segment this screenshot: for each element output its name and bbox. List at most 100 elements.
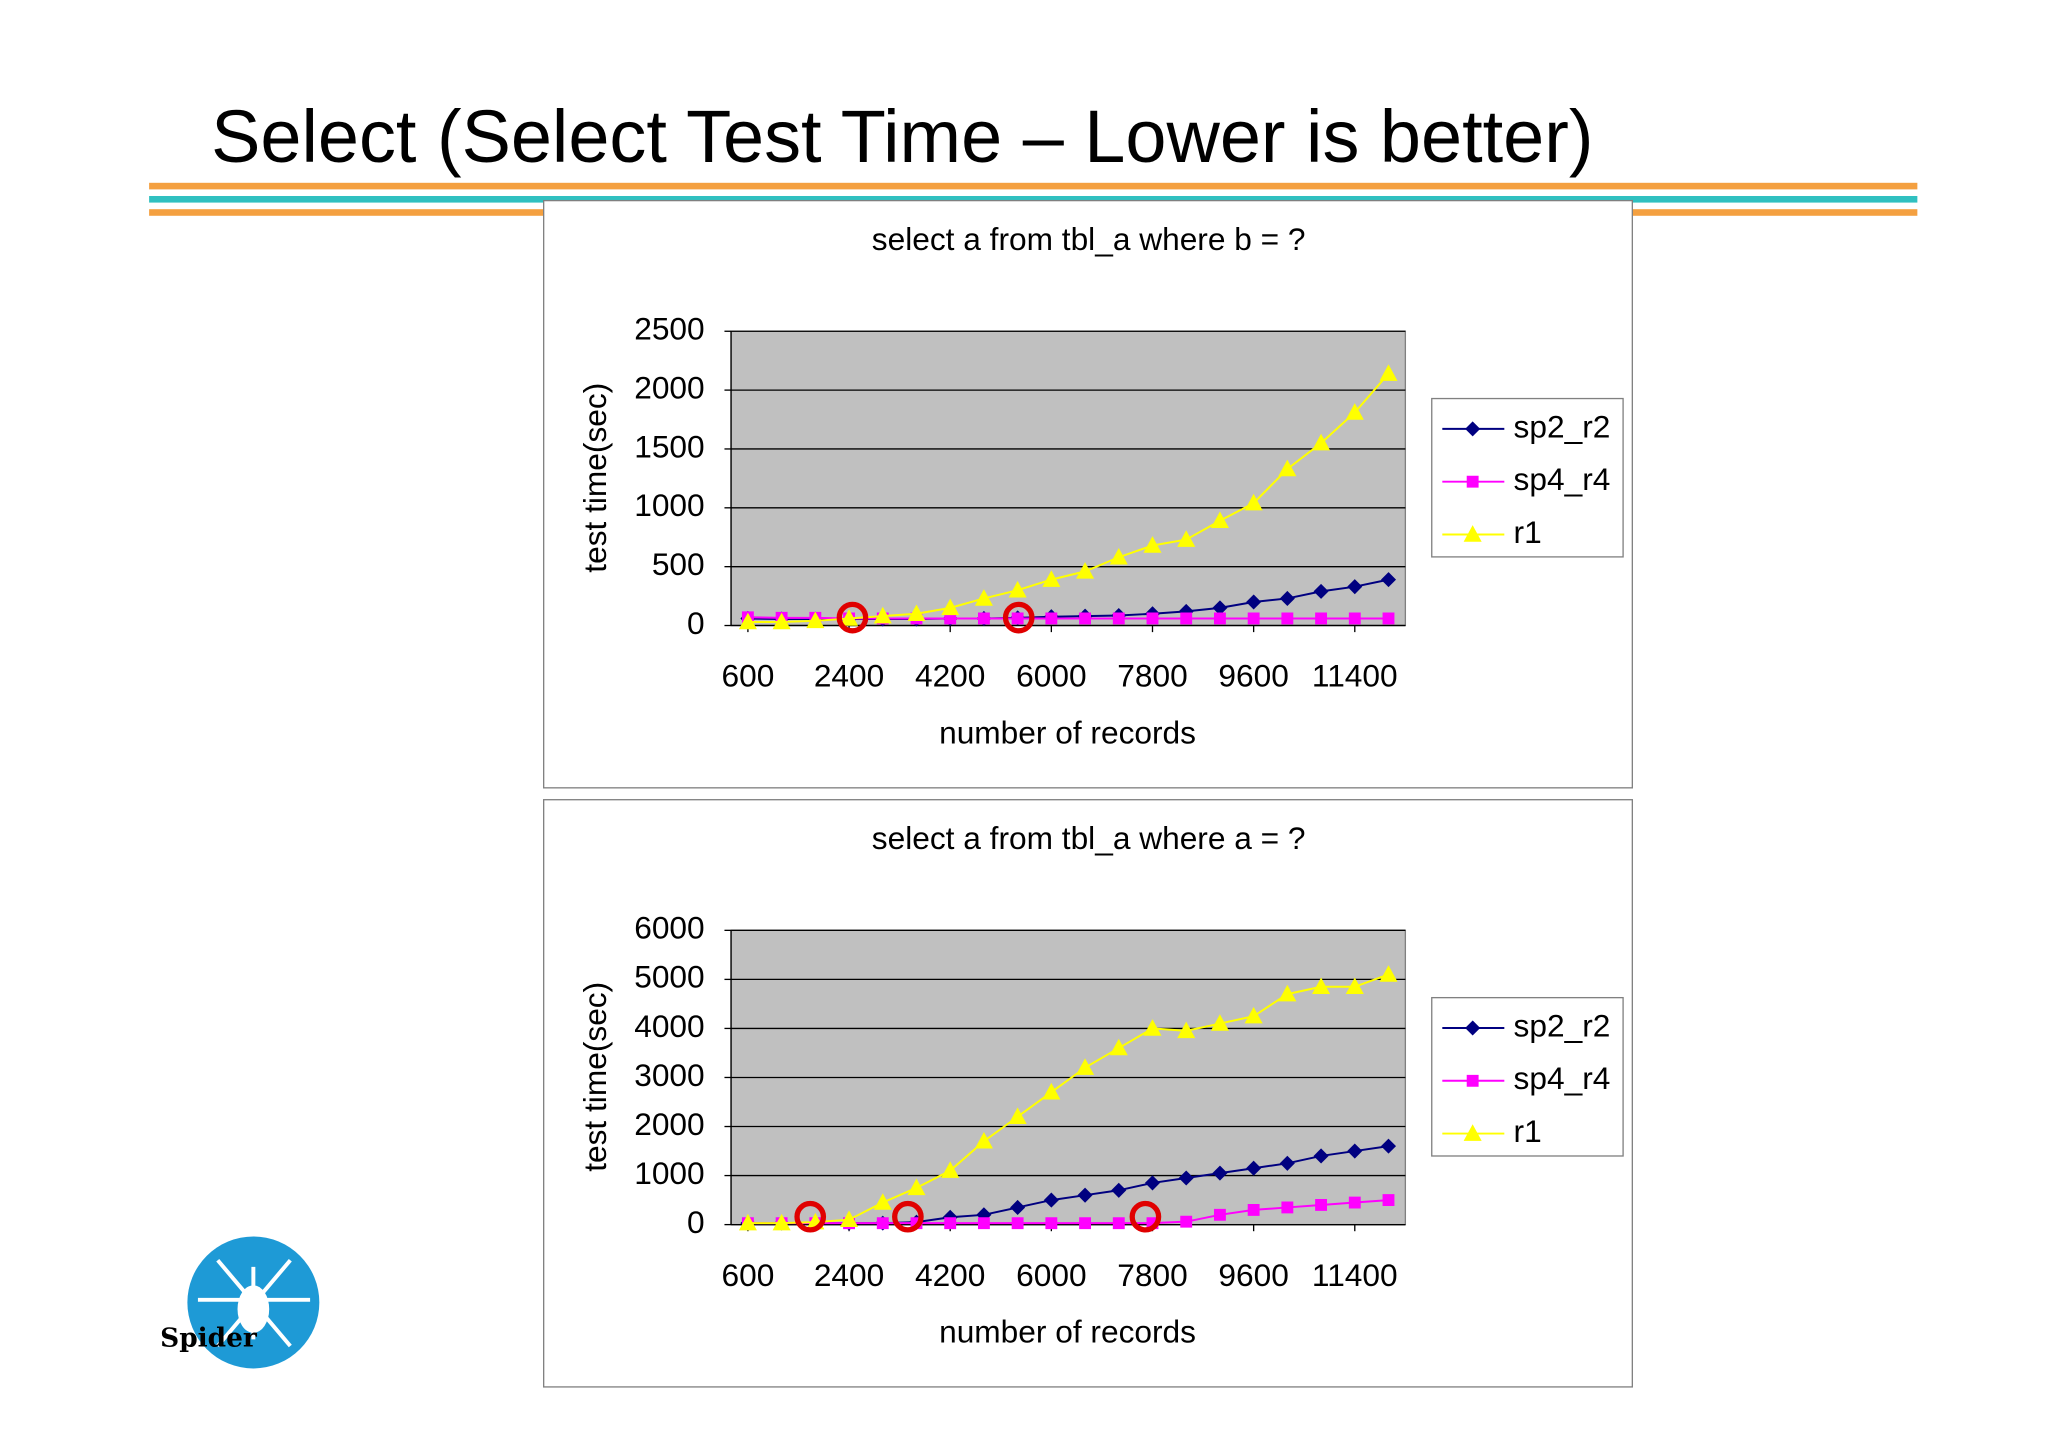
marker: [1380, 1138, 1397, 1154]
plot-area: [730, 330, 1407, 627]
marker: [1315, 612, 1328, 625]
y-tick-label: 3000: [634, 1057, 704, 1093]
legend-box: [1431, 397, 1624, 558]
marker: [1109, 547, 1128, 565]
marker: [1045, 1217, 1058, 1230]
marker: [1246, 594, 1262, 610]
x-axis-label: number of records: [939, 1313, 1196, 1349]
marker: [1213, 1208, 1226, 1221]
marker: [1011, 612, 1024, 625]
marker: [1008, 580, 1027, 598]
marker: [1111, 1182, 1127, 1198]
y-tick-label: 0: [687, 1204, 705, 1240]
x-tick-label: 9600: [1218, 658, 1288, 694]
marker: [1379, 364, 1398, 381]
marker: [806, 611, 825, 629]
marker: [1463, 525, 1482, 542]
y-tick-label: 1000: [634, 1155, 704, 1191]
marker: [1281, 1201, 1294, 1214]
marker: [1011, 1217, 1024, 1230]
y-axis-label: test time(sec): [577, 383, 613, 573]
marker: [1079, 1217, 1092, 1230]
marker: [1348, 1196, 1361, 1209]
legend-label: r1: [1514, 514, 1542, 550]
marker: [974, 1131, 993, 1149]
y-tick-label: 6000: [634, 910, 704, 946]
highlight-circle: [836, 601, 869, 634]
marker: [941, 1161, 960, 1178]
marker: [840, 609, 859, 626]
x-tick-label: 600: [721, 1257, 774, 1293]
marker: [1279, 590, 1295, 606]
x-tick-label: 11400: [1312, 658, 1398, 694]
marker: [772, 612, 791, 630]
x-tick-label: 4200: [915, 658, 985, 694]
marker: [907, 1178, 926, 1196]
marker: [1076, 562, 1095, 579]
y-tick-label: 2000: [634, 1106, 704, 1142]
marker: [873, 606, 892, 624]
chart-title: select a from tbl_a where a = ?: [872, 820, 1306, 856]
marker: [1109, 1038, 1128, 1056]
marker: [1043, 1192, 1059, 1208]
marker: [1466, 475, 1479, 488]
marker: [1042, 570, 1061, 587]
marker: [1345, 403, 1364, 420]
marker: [772, 1213, 791, 1231]
marker: [1077, 1187, 1093, 1203]
y-tick-label: 1500: [634, 428, 704, 464]
marker: [1379, 965, 1398, 982]
marker: [1347, 579, 1363, 595]
marker: [1313, 583, 1329, 599]
y-tick-label: 2500: [634, 311, 704, 347]
marker: [876, 1217, 889, 1230]
marker: [1278, 984, 1297, 1002]
y-axis-label: test time(sec): [577, 982, 613, 1172]
marker: [1466, 1074, 1479, 1087]
y-tick-label: 2000: [634, 369, 704, 405]
x-tick-label: 9600: [1218, 1257, 1288, 1293]
marker: [1279, 1155, 1295, 1171]
chart: select a from tbl_a where b = ? test time…: [543, 199, 1633, 789]
legend-label: sp4_r4: [1514, 461, 1611, 497]
y-tick-label: 0: [687, 605, 705, 641]
x-tick-label: 2400: [814, 658, 884, 694]
marker: [1143, 536, 1162, 553]
highlight-circle: [1129, 1200, 1162, 1233]
marker: [1348, 612, 1361, 625]
marker: [1210, 511, 1229, 529]
marker: [1146, 612, 1159, 625]
marker: [1210, 1014, 1229, 1031]
marker: [1312, 977, 1331, 995]
marker: [1463, 1124, 1482, 1141]
marker: [1347, 1143, 1363, 1159]
marker: [1465, 421, 1481, 437]
marker: [1045, 612, 1058, 625]
y-tick-label: 500: [652, 546, 705, 582]
marker: [1042, 1082, 1061, 1100]
marker: [1382, 612, 1395, 625]
legend-box: [1431, 996, 1624, 1157]
marker: [1177, 1021, 1196, 1039]
marker: [1244, 493, 1263, 511]
marker: [1079, 612, 1092, 625]
legend-label: sp2_r2: [1514, 408, 1611, 444]
chart-title: select a from tbl_a where b = ?: [872, 221, 1306, 257]
marker: [1177, 530, 1196, 547]
marker: [1178, 1170, 1194, 1186]
marker: [1315, 1199, 1328, 1211]
marker: [1247, 1203, 1260, 1216]
marker: [1278, 459, 1297, 477]
marker: [873, 1193, 892, 1210]
marker: [907, 604, 926, 622]
highlight-circle: [892, 1200, 924, 1233]
x-tick-label: 4200: [915, 1257, 985, 1293]
marker: [1008, 1107, 1027, 1124]
marker: [1213, 612, 1226, 625]
marker: [1345, 977, 1364, 995]
logo-body: [237, 1285, 270, 1333]
highlights: [794, 601, 1162, 1233]
x-tick-label: 600: [721, 658, 774, 694]
marker: [840, 1210, 859, 1227]
